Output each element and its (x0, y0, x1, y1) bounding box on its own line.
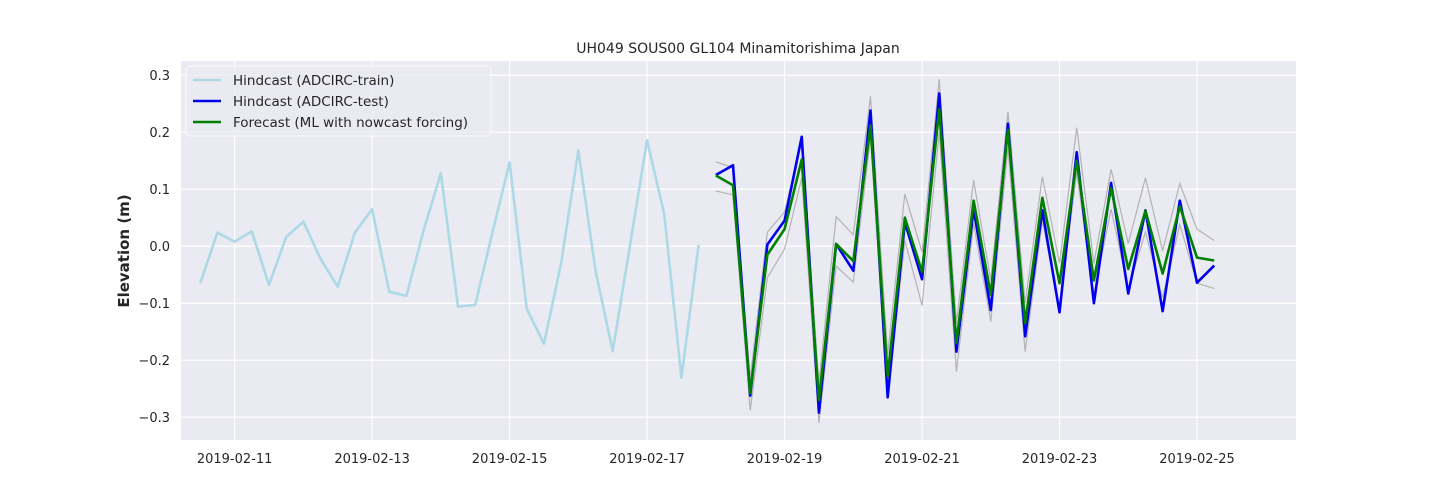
chart-title: UH049 SOUS00 GL104 Minamitorishima Japan (576, 41, 900, 57)
legend: Hindcast (ADCIRC-train) Hindcast (ADCIRC… (185, 65, 492, 137)
y-axis-label: Elevation (m) (115, 194, 133, 307)
x-tick-label: 2019-02-11 (197, 452, 273, 467)
x-tick-label: 2019-02-17 (609, 452, 685, 467)
x-tick-label: 2019-02-13 (334, 452, 410, 467)
y-tick-label: 0.1 (149, 183, 170, 198)
x-tick-label: 2019-02-15 (472, 452, 548, 467)
x-tick-labels: 2019-02-11 2019-02-13 2019-02-15 2019-02-17… (197, 452, 1235, 467)
y-tick-label: 0.2 (149, 126, 170, 141)
legend-box (185, 65, 492, 137)
y-tick-label: −0.3 (138, 411, 170, 426)
series-line-train (199, 138, 700, 380)
x-tick-label: 2019-02-25 (1159, 452, 1235, 467)
y-tick-label: 0.0 (149, 240, 170, 255)
y-tick-label: 0.3 (149, 69, 170, 84)
series-lines (199, 92, 1216, 414)
y-tick-labels: 0.3 0.2 0.1 0.0 −0.1 −0.2 −0.3 (138, 69, 170, 426)
x-tick-label: 2019-02-19 (747, 452, 823, 467)
y-tick-label: −0.1 (138, 297, 170, 312)
x-tick-label: 2019-02-23 (1022, 452, 1098, 467)
legend-label-test: Hindcast (ADCIRC-test) (233, 94, 389, 110)
x-tick-label: 2019-02-21 (884, 452, 960, 467)
legend-label-forecast: Forecast (ML with nowcast forcing) (233, 115, 468, 131)
legend-label-train: Hindcast (ADCIRC-train) (233, 73, 394, 89)
series-line-forecast (715, 108, 1215, 402)
y-tick-label: −0.2 (138, 354, 170, 369)
